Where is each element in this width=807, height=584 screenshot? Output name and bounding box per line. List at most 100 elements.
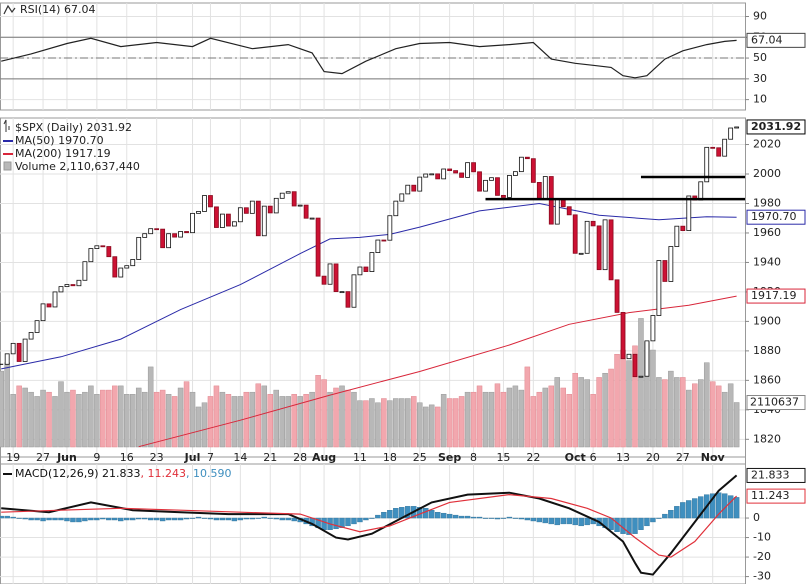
value-tag: 1917.19 [751, 289, 797, 302]
x-tick-label: 6 [590, 451, 597, 464]
value-tag-box [746, 288, 806, 304]
volume-bar [411, 396, 417, 448]
candle-body [184, 231, 189, 234]
volume-bar [703, 362, 710, 448]
histogram-bar [22, 517, 28, 520]
volume-bar [309, 391, 315, 448]
candle-body [166, 233, 172, 249]
labels: 19 27 Jun 9 16 23 Jul 7 14 21 28 Aug 11 18 25 Sep 8 15 22 O… [3, 3, 806, 583]
histogram-bar [88, 517, 94, 521]
volume-bar [554, 377, 561, 448]
legend-part: , 10.590 [186, 467, 231, 480]
volume-bar [578, 377, 584, 448]
candle-body [136, 236, 142, 260]
panel-title: RSI(14) 67.04 [20, 3, 95, 16]
volume-bar [686, 389, 692, 448]
x-tick-label: 27 [36, 451, 50, 464]
volume-bar [285, 396, 291, 448]
volume-bar [500, 391, 507, 448]
x-tick-label: 21 [263, 451, 277, 464]
volume-bar [237, 396, 244, 448]
histogram-bar [106, 517, 112, 521]
histogram-bar [34, 517, 40, 521]
volume-bar [339, 385, 345, 448]
candle-body [82, 261, 88, 281]
volume-bar [584, 379, 590, 448]
value-tag: 67.04 [751, 33, 783, 46]
candle-body [399, 193, 405, 202]
histogram-bar [118, 517, 124, 522]
volume-bar [135, 387, 142, 448]
histogram-bar [554, 517, 560, 526]
histogram-bar [345, 517, 351, 527]
histogram-bar [458, 515, 465, 519]
histogram-bar [572, 517, 578, 526]
candle-body [411, 184, 417, 192]
histogram-bar [584, 517, 590, 526]
volume-bar [596, 377, 602, 448]
y-tick-label: 1940 [753, 255, 781, 268]
histogram-bar [638, 517, 644, 530]
value-tag: 21.833 [751, 468, 790, 481]
candle-body [226, 213, 231, 227]
volume-bar [369, 398, 375, 448]
histogram-bar [76, 517, 82, 523]
histogram-bar [423, 508, 429, 519]
value-tag-box [746, 395, 806, 411]
volume-bar [52, 396, 58, 448]
candle-body [554, 198, 560, 225]
y-tick-label: -10 [753, 531, 771, 544]
histogram-bar [213, 517, 220, 521]
value-tag-box [746, 32, 806, 48]
volume-bar [147, 366, 154, 448]
macd-line [1, 474, 738, 576]
volume-bar [64, 391, 70, 448]
volume-bar [249, 391, 256, 448]
x-tick-label: 15 [496, 451, 510, 464]
volume-bar [674, 377, 680, 448]
histogram-bar [446, 513, 453, 519]
volume-bar [345, 389, 351, 448]
x-tick-label: Aug [312, 451, 336, 464]
x-tick-label: 7 [207, 451, 214, 464]
candle-body [602, 219, 608, 271]
candle-body [130, 259, 136, 267]
candle-body [40, 303, 46, 322]
histogram-bar [195, 516, 202, 519]
volume-bar [464, 391, 471, 448]
x-tick-label: Oct [565, 451, 586, 464]
volume-bar [267, 394, 274, 448]
volume-bar [662, 379, 668, 448]
signal-line [1, 493, 738, 558]
candle-body [118, 267, 124, 278]
histogram-bar [10, 516, 16, 519]
x-tick-label: 16 [120, 451, 134, 464]
histogram-bar [165, 517, 172, 521]
x-tick-label: 22 [526, 451, 540, 464]
y-tick-label: -20 [753, 550, 771, 563]
candle-body [644, 340, 650, 377]
histogram-bar [321, 517, 327, 530]
volume-bar [422, 406, 429, 448]
candle-body [46, 303, 52, 308]
histogram-bar [52, 517, 58, 521]
volume-bar [446, 398, 453, 448]
volume-bar [698, 379, 704, 448]
histogram-bar [339, 517, 345, 529]
volume-bar [602, 372, 608, 448]
volume-bar [124, 394, 130, 448]
volume-bar [195, 406, 202, 448]
volume-bar [458, 396, 465, 448]
volume-bar [213, 385, 220, 448]
histogram-bar [94, 517, 100, 521]
histogram-bar [524, 517, 531, 521]
candle-body [584, 220, 590, 254]
volume-bar [428, 404, 435, 448]
candle-body [70, 284, 76, 287]
volume-bar [626, 360, 632, 448]
histogram-bar [183, 517, 190, 520]
candle-body [190, 212, 195, 234]
histogram-bar [159, 517, 166, 522]
marks [0, 36, 745, 576]
volume-bar [393, 398, 399, 448]
